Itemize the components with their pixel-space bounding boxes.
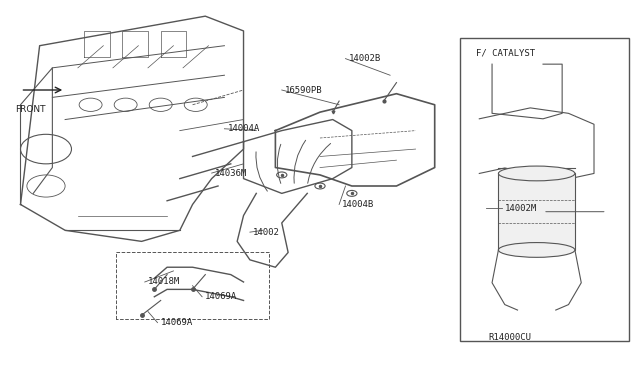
Text: F/ CATALYST: F/ CATALYST [476, 49, 535, 58]
Text: 14002M: 14002M [505, 203, 537, 213]
Bar [499, 173, 575, 250]
Text: R14000CU: R14000CU [489, 333, 532, 342]
Text: 14069A: 14069A [161, 318, 193, 327]
Text: 14002B: 14002B [349, 54, 381, 63]
Ellipse shape [499, 166, 575, 181]
Text: 14018M: 14018M [148, 278, 180, 286]
Bar [460, 38, 629, 341]
Text: 14002: 14002 [253, 228, 280, 237]
Ellipse shape [499, 243, 575, 257]
Text: 14004B: 14004B [342, 200, 374, 209]
Text: 14004A: 14004A [228, 124, 260, 133]
Text: 16590PB: 16590PB [285, 86, 323, 94]
Text: FRONT: FRONT [15, 105, 45, 114]
Text: 14069A: 14069A [205, 292, 237, 301]
Text: 14036M: 14036M [215, 169, 247, 177]
